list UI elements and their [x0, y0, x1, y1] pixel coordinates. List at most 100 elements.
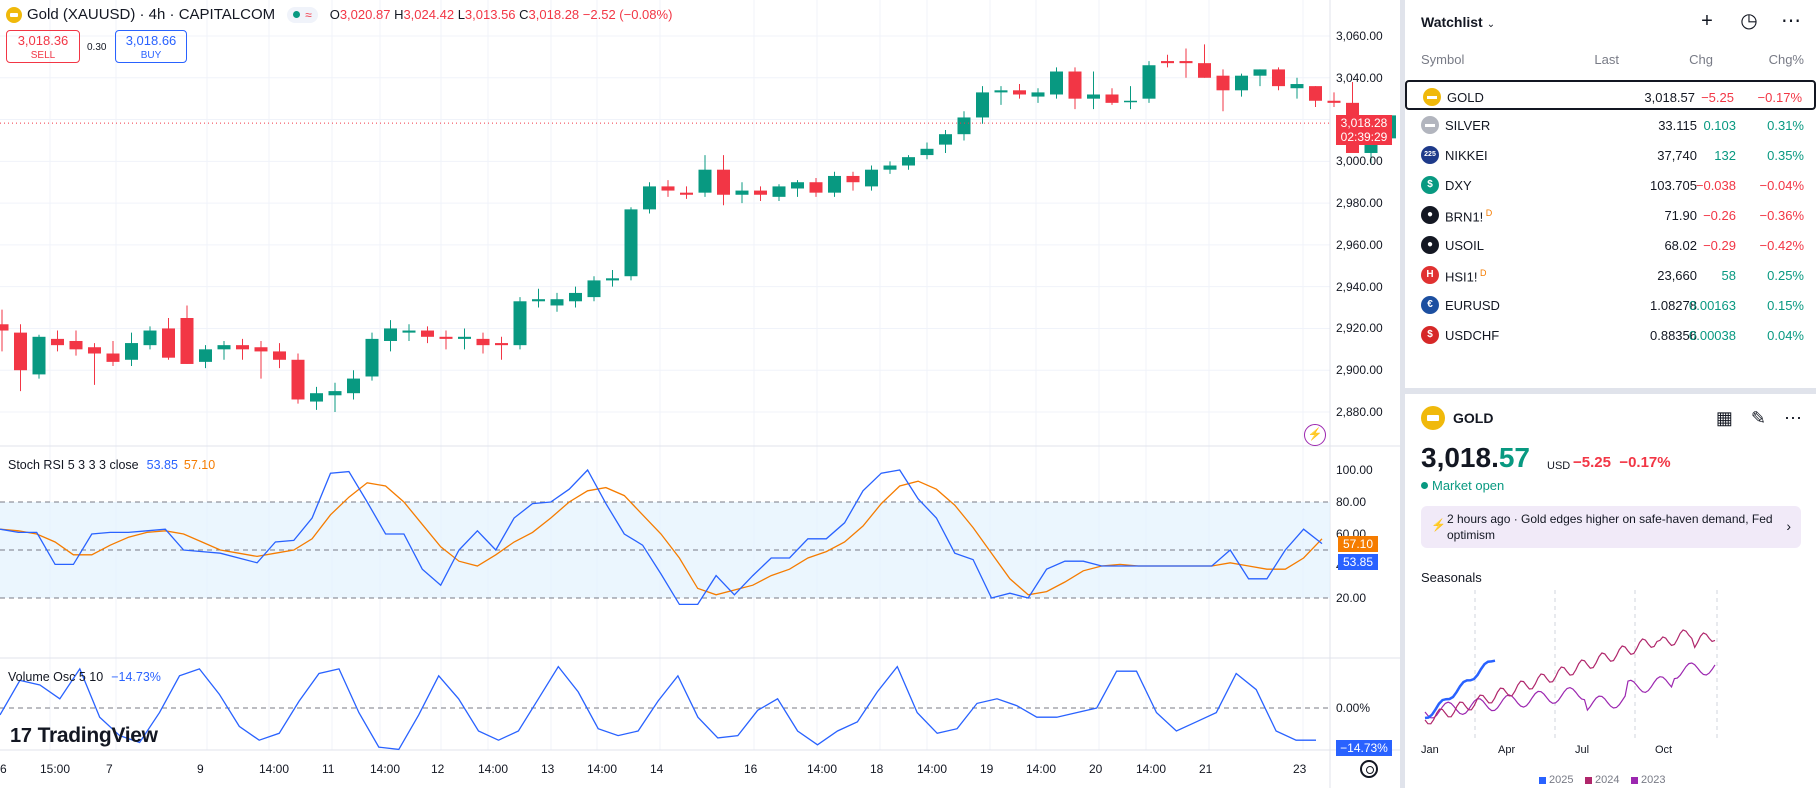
watchlist-symbol: GOLD	[1447, 90, 1484, 105]
candle	[1235, 75, 1248, 91]
price-chart[interactable]	[0, 0, 1400, 788]
watchlist-chg: 0.00163	[1689, 298, 1736, 313]
watchlist-symbol: EURUSD	[1445, 298, 1500, 313]
candle	[1272, 69, 1285, 87]
watchlist-chg-pct: −0.42%	[1759, 238, 1804, 253]
watchlist-row-nikkei[interactable]: 225 NIKKEI 37,740 132 0.35%	[1405, 140, 1816, 170]
candle	[957, 117, 971, 135]
candle	[939, 134, 952, 145]
watchlist-row-hsi1[interactable]: H HSI1! D 23,660 58 0.25%	[1405, 260, 1816, 290]
watchlist-row-usoil[interactable]: ● USOIL 68.02 −0.29 −0.42%	[1405, 230, 1816, 260]
watchlist-chg-pct: 0.31%	[1767, 118, 1804, 133]
candle	[1105, 94, 1119, 103]
candle	[1013, 90, 1026, 95]
wave-icon: ≈	[305, 7, 312, 22]
watchlist-symbol: DXY	[1445, 178, 1472, 193]
edit-icon[interactable]: ✎	[1750, 408, 1766, 428]
watchlist-chg: 58	[1721, 268, 1736, 283]
panel-divider-horizontal[interactable]	[1405, 388, 1816, 394]
candle	[162, 328, 175, 358]
candle	[217, 345, 231, 350]
seasonals-chart[interactable]	[1405, 590, 1816, 750]
col-last[interactable]: Last	[1594, 52, 1619, 67]
seasonals-legend-item[interactable]: 2025	[1539, 774, 1573, 786]
watchlist-symbol: BRN1! D	[1445, 208, 1493, 225]
watchlist-toolbar: + ◷ ⋯	[1696, 10, 1802, 32]
symbol-header: Gold (XAUUSD) · 4h · CAPITALCOM ≈ O3,020…	[6, 6, 672, 23]
hsi-icon: H	[1421, 266, 1439, 284]
watchlist-row-eurusd[interactable]: € EURUSD 1.08278 0.00163 0.15%	[1405, 290, 1816, 320]
stoch-rsi-title[interactable]: Stoch RSI 5 3 3 3 close 53.85 57.10	[8, 458, 216, 472]
watchlist-chg: −0.29	[1703, 238, 1736, 253]
candle	[1142, 65, 1156, 99]
buy-button[interactable]: 3,018.66 BUY	[115, 30, 187, 63]
add-symbol-icon[interactable]: +	[1701, 10, 1713, 32]
seasonals-title[interactable]: Seasonals	[1421, 570, 1482, 585]
legend-year: 2024	[1595, 774, 1620, 786]
news-card[interactable]: ⚡ 2 hours ago · Gold edges higher on saf…	[1421, 506, 1801, 548]
time-axis-label: 14:00	[1136, 762, 1167, 776]
watchlist-row-dxy[interactable]: $ DXY 103.705 −0.038 −0.04%	[1405, 170, 1816, 200]
details-symbol: GOLD	[1453, 410, 1494, 426]
watchlist-row-silver[interactable]: ▬ SILVER 33.115 0.103 0.31%	[1405, 110, 1816, 140]
grid-icon[interactable]: ▦	[1715, 408, 1733, 428]
candle	[772, 186, 786, 197]
watchlist-row-gold[interactable]: ▬ GOLD 3,018.57 −5.25 −0.17%	[1405, 80, 1816, 110]
settings-gear-icon[interactable]	[1360, 760, 1378, 778]
candle	[88, 347, 101, 354]
volume-osc-zero-label: 0.00%	[1336, 701, 1371, 715]
tradingview-logo[interactable]: 17 TradingView	[10, 724, 158, 748]
seasonals-month-label: Jul	[1575, 744, 1590, 756]
sell-price: 3,018.36	[17, 33, 69, 48]
watchlist-title[interactable]: Watchlist ⌄	[1421, 14, 1496, 30]
volume-osc-title[interactable]: Volume Osc 5 10 −14.73%	[8, 670, 161, 684]
watchlist-row-brn1[interactable]: ● BRN1! D 71.90 −0.26 −0.36%	[1405, 200, 1816, 230]
seasonals-legend-item[interactable]: 2024	[1585, 774, 1619, 786]
sell-button[interactable]: 3,018.36 SELL	[6, 30, 80, 63]
watchlist-symbol: HSI1! D	[1445, 268, 1487, 285]
candle	[1309, 86, 1322, 101]
watchlist-chg-pct: 0.15%	[1767, 298, 1804, 313]
time-axis-label: 16	[744, 762, 758, 776]
watchlist-last: 103.705	[1650, 178, 1697, 193]
chevron-right-icon: ›	[1786, 518, 1791, 534]
more-icon[interactable]: ⋯	[1784, 408, 1802, 428]
watchlist-row-usdchf[interactable]: $ USDCHF 0.88356 0.00038 0.04%	[1405, 320, 1816, 350]
market-status-pill[interactable]: ≈	[287, 6, 318, 23]
details-header[interactable]: GOLD	[1421, 406, 1493, 430]
candle	[976, 92, 989, 118]
time-axis-label: 9	[197, 762, 204, 776]
watchlist-chg: −0.26	[1703, 208, 1736, 223]
col-symbol[interactable]: Symbol	[1421, 52, 1465, 67]
oil-drop-icon: ●	[1421, 236, 1439, 254]
watchlist-last: 1.08278	[1650, 298, 1697, 313]
candle	[920, 148, 934, 156]
bar-countdown: 02:39:29	[1340, 130, 1388, 144]
news-headline: 2 hours ago · Gold edges higher on safe-…	[1447, 512, 1773, 542]
candle	[106, 353, 120, 362]
legend-swatch	[1585, 776, 1592, 784]
watchlist-last: 0.88356	[1650, 328, 1697, 343]
chart-area[interactable]: Gold (XAUUSD) · 4h · CAPITALCOM ≈ O3,020…	[0, 0, 1400, 788]
market-open-dot-icon	[293, 11, 301, 18]
spread-value: 0.30	[87, 42, 107, 53]
time-axis-label: 14:00	[1026, 762, 1057, 776]
oil-drop-icon: ●	[1421, 206, 1439, 224]
panel-divider[interactable]	[1400, 0, 1405, 788]
stoch-d-tag: 57.10	[1338, 536, 1378, 552]
clock-plus-icon[interactable]: ◷	[1740, 10, 1758, 32]
candle	[550, 299, 564, 306]
seasonals-legend-item[interactable]: 2023	[1631, 774, 1665, 786]
more-icon[interactable]: ⋯	[1781, 10, 1801, 32]
candle	[143, 330, 157, 346]
watchlist-last: 68.02	[1664, 238, 1697, 253]
watchlist-symbol: USDCHF	[1445, 328, 1500, 343]
symbol-title[interactable]: Gold (XAUUSD) · 4h · CAPITALCOM	[27, 6, 276, 23]
lightning-icon[interactable]: ⚡	[1304, 424, 1326, 446]
legend-year: 2023	[1641, 774, 1666, 786]
silver-icon: ▬	[1421, 116, 1439, 134]
candle	[439, 336, 453, 339]
col-chg-pct[interactable]: Chg%	[1768, 52, 1804, 67]
col-chg[interactable]: Chg	[1689, 52, 1713, 67]
candle	[1216, 75, 1230, 91]
